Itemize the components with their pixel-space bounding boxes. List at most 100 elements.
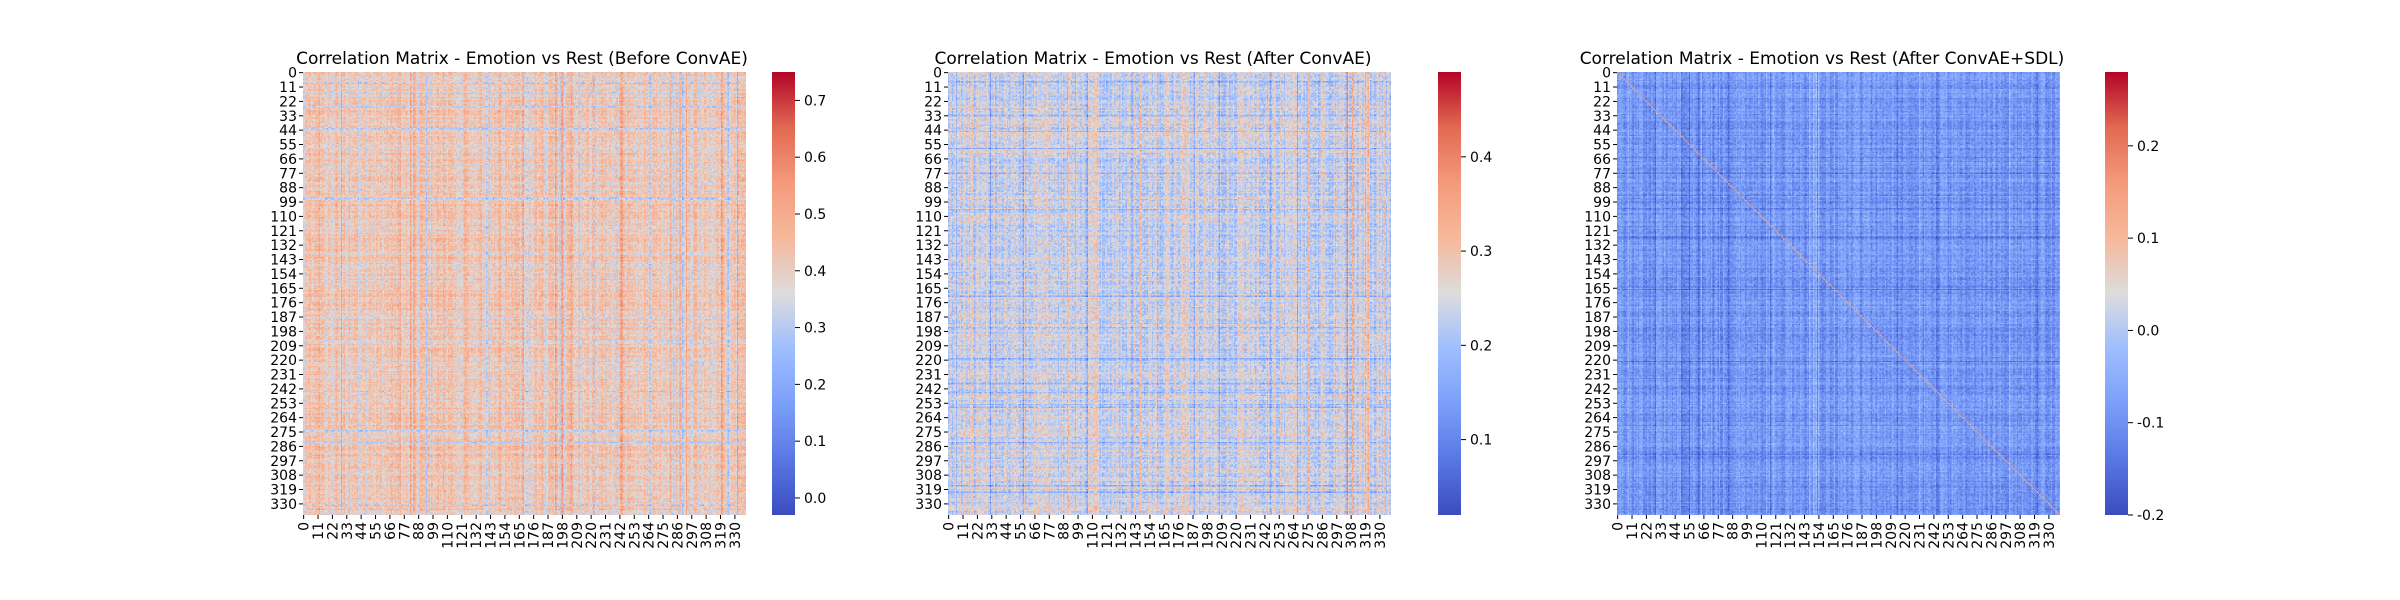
y-tick-label: 231 (915, 368, 942, 384)
x-tick-label: 22 (325, 522, 341, 540)
y-tick-label: 44 (279, 123, 297, 139)
x-tick-label: 55 (1683, 522, 1699, 540)
y-tick-label: 143 (915, 253, 942, 269)
x-tick-label: 297 (685, 522, 701, 549)
y-tick-label: 77 (924, 166, 942, 182)
x-tick-label: 319 (1359, 522, 1375, 549)
y-tick-label: 22 (1593, 94, 1611, 110)
x-tick-label: 143 (1129, 522, 1145, 549)
y-tick-label: 253 (915, 396, 942, 412)
x-tick-label: 143 (484, 522, 500, 549)
heatmap-cells (948, 72, 1391, 515)
x-tick-label: 286 (1315, 522, 1331, 549)
colorbar-tick-label: -0.2 (2137, 508, 2164, 524)
heatmap-image (303, 72, 746, 515)
y-tick-label: 22 (924, 94, 942, 110)
y-tick-label: 154 (270, 267, 297, 283)
x-tick-label: 275 (1970, 522, 1986, 549)
y-tick-label: 121 (270, 224, 297, 240)
x-tick-label: 77 (1042, 522, 1058, 540)
x-tick-label: 110 (1754, 522, 1770, 549)
x-tick-label: 44 (1668, 522, 1684, 540)
x-tick-label: 253 (627, 522, 643, 549)
x-tick-label: 88 (1057, 522, 1073, 540)
heatmap-panel-after-convae: Correlation Matrix - Emotion vs Rest (Af… (915, 49, 1492, 549)
colorbar-gradient (2105, 72, 2128, 515)
x-tick-label: 209 (1215, 522, 1231, 549)
heatmap-cells (1617, 72, 2060, 515)
x-tick-label: 308 (699, 522, 715, 549)
y-tick-label: 308 (915, 468, 942, 484)
x-tick-label: 132 (1114, 522, 1130, 549)
y-tick-label: 0 (288, 66, 297, 82)
y-tick-label: 187 (915, 310, 942, 326)
x-tick-label: 242 (613, 522, 629, 549)
colorbar-tick-label: 0.5 (804, 207, 826, 223)
x-tick-label: 44 (354, 522, 370, 540)
x-tick-label: 198 (555, 522, 571, 549)
colorbar-gradient (772, 72, 795, 515)
y-tick-label: 275 (915, 425, 942, 441)
y-tick-label: 88 (1593, 181, 1611, 197)
y-tick-label: 33 (924, 109, 942, 125)
y-tick-label: 11 (1593, 80, 1611, 96)
y-tick-label: 198 (915, 324, 942, 340)
x-tick-label: 110 (440, 522, 456, 549)
y-tick-label: 99 (1593, 195, 1611, 211)
y-tick-label: 319 (915, 483, 942, 499)
colorbar-tick-label: 0.1 (1470, 433, 1492, 449)
x-tick-label: 242 (1258, 522, 1274, 549)
colorbar: 0.1 0.2 0.3 0.4 (1438, 72, 1492, 515)
y-tick-label: 66 (924, 152, 942, 168)
y-tick-label: 44 (1593, 123, 1611, 139)
x-tick-label: 308 (1344, 522, 1360, 549)
x-tick-label: 264 (1956, 522, 1972, 549)
colorbar-tick-label: 0.3 (1470, 244, 1492, 260)
x-tick-label: 121 (1100, 522, 1116, 549)
y-tick-label: 308 (270, 468, 297, 484)
y-tick-label: 319 (1584, 483, 1611, 499)
y-tick-label: 264 (270, 411, 297, 427)
x-tick-label: 209 (1884, 522, 1900, 549)
y-tick-label: 198 (270, 324, 297, 340)
x-tick-label: 22 (1639, 522, 1655, 540)
x-tick-label: 209 (570, 522, 586, 549)
colorbar-tick-label: 0.4 (804, 264, 826, 280)
colorbar-tick-label: 0.6 (804, 150, 826, 166)
x-tick-label: 330 (1373, 522, 1389, 549)
x-tick-label: 66 (1697, 522, 1713, 540)
y-tick-label: 33 (1593, 109, 1611, 125)
y-tick-label: 297 (1584, 454, 1611, 470)
x-tick-label: 297 (1330, 522, 1346, 549)
x-tick-label: 231 (599, 522, 615, 549)
x-tick-label: 187 (1186, 522, 1202, 549)
x-tick-label: 11 (311, 522, 327, 540)
x-tick-label: 99 (1071, 522, 1087, 540)
y-tick-label: 242 (915, 382, 942, 398)
x-tick-label: 187 (1855, 522, 1871, 549)
y-tick-label: 11 (924, 80, 942, 96)
y-tick-label: 297 (915, 454, 942, 470)
x-axis-ticks: 0112233445566778899110121132143154165176… (1611, 515, 2058, 549)
x-tick-label: 154 (1812, 522, 1828, 549)
y-tick-label: 187 (270, 310, 297, 326)
x-tick-label: 77 (397, 522, 413, 540)
y-tick-label: 231 (270, 368, 297, 384)
x-tick-label: 176 (1841, 522, 1857, 549)
y-tick-label: 176 (915, 296, 942, 312)
y-tick-label: 66 (1593, 152, 1611, 168)
x-tick-label: 308 (2013, 522, 2029, 549)
y-tick-label: 110 (270, 209, 297, 225)
y-tick-label: 22 (279, 94, 297, 110)
x-tick-label: 231 (1913, 522, 1929, 549)
colorbar-tick-label: 0.0 (2137, 323, 2159, 339)
colorbar-tick-label: 0.1 (804, 434, 826, 450)
x-tick-label: 121 (455, 522, 471, 549)
colorbar-tick-label: 0.3 (804, 321, 826, 337)
x-tick-label: 44 (999, 522, 1015, 540)
x-tick-label: 286 (670, 522, 686, 549)
y-tick-label: 165 (915, 281, 942, 297)
x-tick-label: 220 (1229, 522, 1245, 549)
x-tick-label: 275 (656, 522, 672, 549)
y-tick-label: 66 (279, 152, 297, 168)
